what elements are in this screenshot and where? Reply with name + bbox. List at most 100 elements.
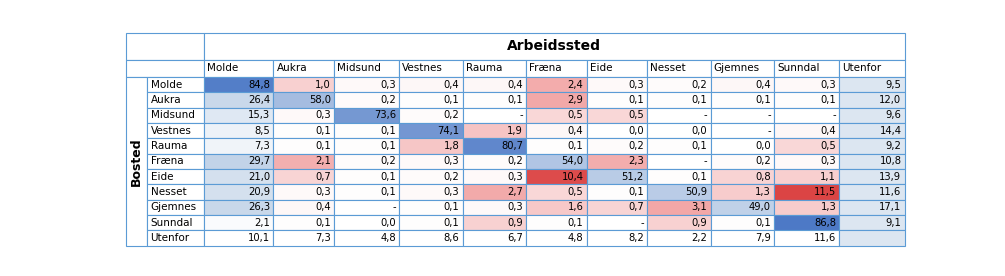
Text: 7,9: 7,9 [755, 233, 771, 243]
Bar [711, 184, 774, 200]
Text: 2,7: 2,7 [508, 187, 523, 197]
Bar [647, 154, 711, 169]
Bar [774, 92, 839, 108]
Bar [774, 77, 839, 92]
Text: 26,4: 26,4 [248, 95, 270, 105]
Text: 15,3: 15,3 [248, 110, 270, 120]
Text: 0,4: 0,4 [316, 202, 331, 212]
Text: 10,4: 10,4 [562, 172, 584, 182]
Bar [273, 108, 334, 123]
Text: Utenfor: Utenfor [151, 233, 190, 243]
Bar [399, 77, 462, 92]
Bar [462, 123, 527, 138]
Text: 0,1: 0,1 [691, 141, 708, 151]
Text: 86,8: 86,8 [814, 218, 836, 228]
Text: Sunndal: Sunndal [151, 218, 193, 228]
Text: 0,3: 0,3 [380, 80, 396, 90]
Text: 0,7: 0,7 [315, 172, 331, 182]
Text: 1,8: 1,8 [444, 141, 459, 151]
Text: 0,2: 0,2 [444, 172, 459, 182]
Text: 49,0: 49,0 [749, 202, 771, 212]
Bar [462, 60, 527, 77]
Bar [203, 169, 273, 184]
Bar [203, 92, 273, 108]
Text: 0,4: 0,4 [756, 80, 771, 90]
Bar [399, 60, 462, 77]
Text: Aukra: Aukra [276, 63, 308, 73]
Bar [399, 184, 462, 200]
Bar [587, 215, 647, 230]
Text: 0,2: 0,2 [444, 110, 459, 120]
Text: 0,1: 0,1 [380, 126, 396, 136]
Text: -: - [832, 110, 836, 120]
Bar [203, 60, 273, 77]
Text: 0,1: 0,1 [444, 202, 459, 212]
Bar [273, 200, 334, 215]
Text: 0,2: 0,2 [756, 156, 771, 166]
Text: Eide: Eide [151, 172, 173, 182]
Bar [126, 60, 203, 77]
Text: 0,1: 0,1 [380, 172, 396, 182]
Bar [203, 108, 273, 123]
Bar [334, 108, 399, 123]
Text: Midsund: Midsund [337, 63, 381, 73]
Bar [273, 123, 334, 138]
Text: 0,9: 0,9 [691, 218, 708, 228]
Bar [587, 138, 647, 154]
Text: 74,1: 74,1 [437, 126, 459, 136]
Bar [334, 60, 399, 77]
Text: 0,1: 0,1 [444, 218, 459, 228]
Text: 0,1: 0,1 [380, 141, 396, 151]
Text: 1,3: 1,3 [820, 202, 836, 212]
Bar [711, 154, 774, 169]
Text: 0,2: 0,2 [628, 141, 644, 151]
Text: 13,9: 13,9 [879, 172, 901, 182]
Text: -: - [704, 110, 708, 120]
Text: 0,2: 0,2 [380, 95, 396, 105]
Bar [334, 92, 399, 108]
Bar [334, 138, 399, 154]
Bar [839, 77, 904, 92]
Text: Nesset: Nesset [650, 63, 685, 73]
Bar [399, 154, 462, 169]
Text: 4,8: 4,8 [380, 233, 396, 243]
Text: 0,3: 0,3 [508, 172, 523, 182]
Text: 54,0: 54,0 [562, 156, 584, 166]
Bar [148, 108, 203, 123]
Bar [462, 215, 527, 230]
Text: 0,1: 0,1 [444, 95, 459, 105]
Bar [711, 108, 774, 123]
Bar [587, 77, 647, 92]
Text: 29,7: 29,7 [248, 156, 270, 166]
Bar [148, 200, 203, 215]
Bar [587, 154, 647, 169]
Bar [839, 108, 904, 123]
Bar [203, 200, 273, 215]
Bar [462, 184, 527, 200]
Bar [839, 169, 904, 184]
Text: Utenfor: Utenfor [842, 63, 881, 73]
Bar [774, 108, 839, 123]
Bar [711, 169, 774, 184]
Bar [126, 77, 148, 246]
Bar [273, 60, 334, 77]
Text: 0,2: 0,2 [508, 156, 523, 166]
Text: 0,3: 0,3 [316, 110, 331, 120]
Bar [148, 123, 203, 138]
Bar [334, 200, 399, 215]
Bar [774, 215, 839, 230]
Bar [647, 123, 711, 138]
Text: 0,1: 0,1 [315, 126, 331, 136]
Text: 8,5: 8,5 [254, 126, 270, 136]
Bar [711, 138, 774, 154]
Text: 0,5: 0,5 [568, 187, 584, 197]
Bar [647, 92, 711, 108]
Bar [399, 230, 462, 246]
Bar [334, 230, 399, 246]
Bar [774, 123, 839, 138]
Bar [587, 92, 647, 108]
Text: 6,7: 6,7 [508, 233, 523, 243]
Bar [148, 230, 203, 246]
Bar [462, 154, 527, 169]
Bar [527, 60, 587, 77]
